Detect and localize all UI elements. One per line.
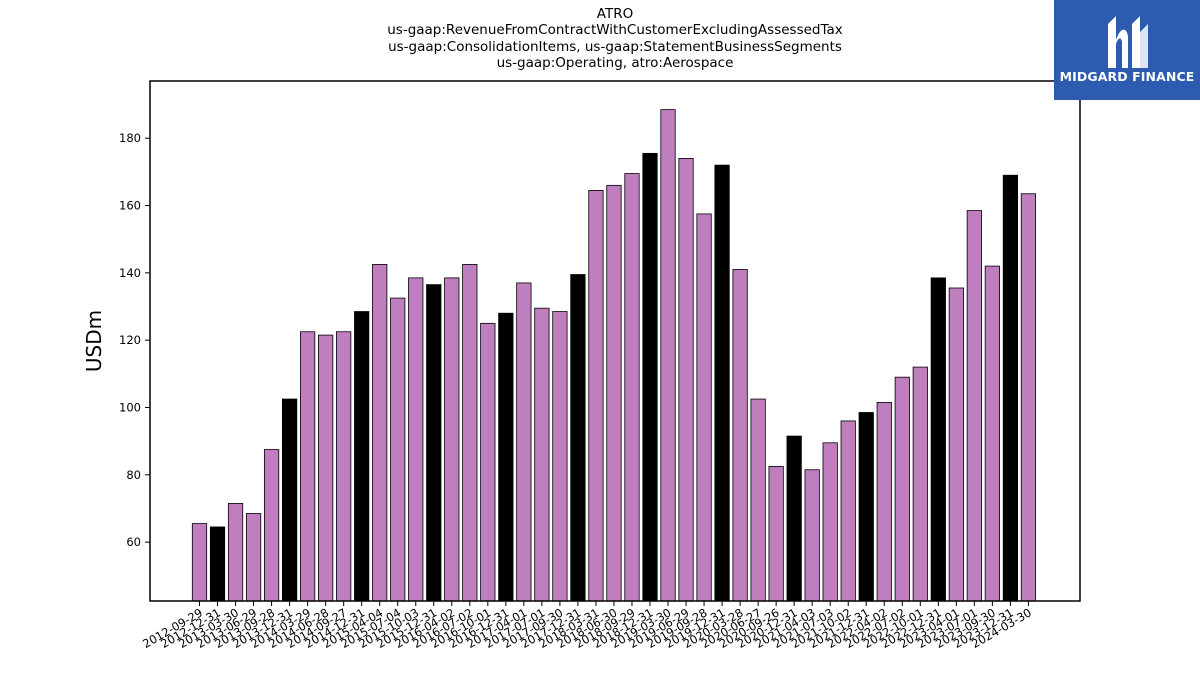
bar-2014-09-27 [336,332,350,601]
y-tick-label: 180 [119,131,141,145]
bar-2018-03-31 [589,190,603,601]
bar-2014-12-31 [354,312,368,601]
bar-2017-12-31 [571,275,585,601]
bar-2022-04-02 [877,402,891,601]
bar-2018-12-31 [643,153,657,601]
bar-2013-12-31 [282,399,296,601]
bar-2016-12-31 [499,313,513,601]
y-tick-label: 140 [119,266,141,280]
bar-2020-03-28 [733,269,747,601]
bar-2018-06-30 [607,185,621,601]
bar-2018-09-29 [625,174,639,601]
bar-2020-09-26 [769,466,783,601]
bar-2016-04-02 [445,278,459,601]
y-tick-label: 80 [126,468,141,482]
bar-2017-07-01 [535,308,549,601]
midgard-logo-icon [1102,10,1152,68]
bar-2024-03-30 [1021,194,1035,601]
midgard-finance-logo: MIDGARD FINANCE [1054,0,1200,100]
bar-2023-04-01 [949,288,963,601]
bar-2022-07-02 [895,377,909,601]
y-axis: 60 80 100 120 140 160 180 [119,131,150,549]
bar-2014-06-28 [318,335,332,601]
bar-2015-12-31 [427,285,441,601]
bar-2013-09-28 [264,450,278,601]
bar-2022-12-31 [931,278,945,601]
bar-2021-07-03 [823,443,837,601]
y-tick-label: 120 [119,333,141,347]
bar-2023-07-01 [967,211,981,601]
y-tick-label: 160 [119,199,141,213]
bar-2016-10-01 [481,323,495,601]
bar-2021-04-03 [805,470,819,601]
bar-2013-03-30 [228,503,242,601]
bar-2019-09-28 [697,214,711,601]
bar-2020-12-31 [787,436,801,601]
bar-2014-03-29 [300,332,314,601]
bar-2021-12-31 [859,413,873,601]
logo-text: MIDGARD FINANCE [1054,69,1200,84]
bar-2019-03-30 [661,110,675,601]
bar-2016-07-02 [463,264,477,601]
bar-series [192,110,1035,601]
bar-2017-09-30 [553,312,567,601]
bar-2019-06-29 [679,158,693,601]
bar-2019-12-31 [715,165,729,601]
bar-2022-10-01 [913,367,927,601]
bar-2015-04-04 [373,264,387,601]
bar-2015-10-03 [409,278,423,601]
bar-2023-09-30 [985,266,999,601]
bar-2012-09-29 [192,524,206,601]
bar-2021-10-02 [841,421,855,601]
x-axis: 2012-09-292012-12-312013-03-302013-06-29… [140,601,1034,651]
bar-2023-12-31 [1003,175,1017,601]
bar-2017-04-01 [517,283,531,601]
bar-2020-06-27 [751,399,765,601]
bar-2015-07-04 [391,298,405,601]
bar-2012-12-31 [210,527,224,601]
y-tick-label: 60 [126,535,141,549]
y-tick-label: 100 [119,400,141,414]
y-axis-label: USDm [82,310,106,372]
bar-2013-06-29 [246,513,260,601]
